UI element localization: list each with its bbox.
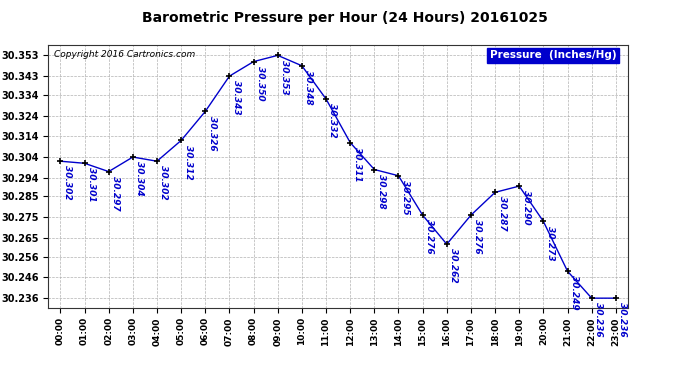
Text: 30.304: 30.304 — [135, 161, 144, 196]
Text: 30.348: 30.348 — [304, 70, 313, 105]
Text: 30.301: 30.301 — [87, 168, 96, 202]
Text: Barometric Pressure per Hour (24 Hours) 20161025: Barometric Pressure per Hour (24 Hours) … — [142, 11, 548, 25]
Text: 30.262: 30.262 — [449, 248, 458, 283]
Text: 30.236: 30.236 — [594, 302, 603, 337]
Text: 30.290: 30.290 — [522, 190, 531, 225]
Text: 30.276: 30.276 — [425, 219, 434, 254]
Text: 30.350: 30.350 — [256, 66, 265, 100]
Text: 30.249: 30.249 — [570, 275, 579, 310]
Text: 30.311: 30.311 — [353, 147, 362, 182]
Text: Pressure  (Inches/Hg): Pressure (Inches/Hg) — [490, 50, 616, 60]
Text: 30.297: 30.297 — [111, 176, 120, 210]
Text: 30.332: 30.332 — [328, 103, 337, 138]
Text: 30.236: 30.236 — [618, 302, 627, 337]
Text: 30.302: 30.302 — [63, 165, 72, 200]
Text: 30.287: 30.287 — [497, 196, 506, 231]
Text: 30.276: 30.276 — [473, 219, 482, 254]
Text: 30.302: 30.302 — [159, 165, 168, 200]
Text: 30.343: 30.343 — [232, 80, 241, 115]
Text: 30.298: 30.298 — [377, 174, 386, 208]
Text: 30.326: 30.326 — [208, 116, 217, 150]
Text: 30.312: 30.312 — [184, 145, 193, 179]
Text: Copyright 2016 Cartronics.com: Copyright 2016 Cartronics.com — [54, 50, 195, 59]
Text: 30.353: 30.353 — [280, 60, 289, 94]
Text: 30.273: 30.273 — [546, 225, 555, 260]
Text: 30.295: 30.295 — [401, 180, 410, 214]
